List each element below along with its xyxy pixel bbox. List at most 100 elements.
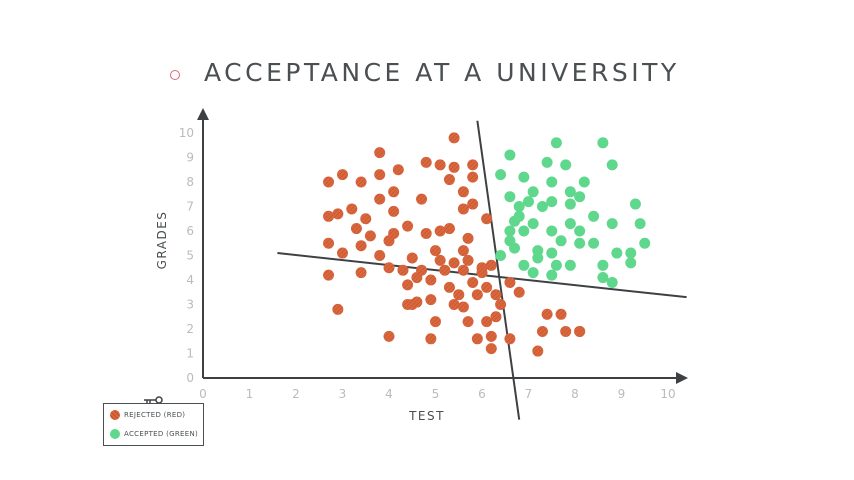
- accepted-swatch: [110, 429, 120, 439]
- accepted-point: [629, 198, 641, 210]
- accepted-point: [597, 272, 609, 284]
- rejected-point: [457, 186, 469, 198]
- x-tick-label: 9: [618, 387, 626, 401]
- rejected-point: [383, 235, 395, 247]
- accepted-point: [611, 247, 623, 259]
- rejected-point: [481, 213, 493, 225]
- points-layer: [323, 132, 651, 357]
- accepted-point: [546, 247, 558, 259]
- y-tick-label: 9: [186, 151, 194, 165]
- rejected-point: [448, 257, 460, 269]
- legend-label-rejected: REJECTED (RED): [124, 411, 186, 419]
- y-axis-label: GRADES: [155, 211, 169, 270]
- accepted-point: [588, 210, 600, 222]
- y-axis-arrow-icon: [197, 108, 209, 120]
- accepted-point: [597, 259, 609, 271]
- rejected-point: [337, 247, 348, 259]
- rejected-point: [504, 276, 516, 288]
- accepted-point: [518, 225, 530, 237]
- rejected-point: [457, 264, 469, 276]
- rejected-swatch: [110, 410, 120, 420]
- x-axis-arrow-icon: [676, 372, 688, 384]
- tick-labels: 0 1 2 3 4 5 6 7 8 9 10 0 1 2 3 4 5 6 7 8 9 10: [179, 126, 676, 401]
- x-tick-label: 5: [432, 387, 440, 401]
- rejected-point: [355, 176, 367, 188]
- rejected-point: [420, 156, 432, 168]
- rejected-point: [485, 343, 497, 355]
- accepted-point: [518, 259, 530, 271]
- y-tick-label: 0: [186, 371, 194, 385]
- rejected-point: [471, 333, 483, 345]
- x-tick-label: 3: [339, 387, 347, 401]
- rejected-point: [453, 289, 465, 301]
- rejected-point: [467, 159, 479, 171]
- accepted-point: [578, 176, 590, 188]
- x-tick-label: 6: [478, 387, 486, 401]
- rejected-point: [462, 254, 474, 266]
- rejected-point: [439, 264, 451, 276]
- rejected-point: [541, 308, 553, 320]
- y-tick-label: 3: [186, 298, 194, 312]
- rejected-point: [434, 254, 446, 266]
- rejected-point: [332, 303, 344, 315]
- accepted-point: [546, 176, 558, 188]
- accepted-point: [527, 267, 539, 279]
- rejected-point: [416, 193, 428, 205]
- accepted-point: [532, 252, 544, 264]
- rejected-point: [476, 267, 488, 279]
- rejected-point: [430, 245, 441, 257]
- rejected-point: [346, 203, 358, 215]
- rejected-point: [337, 169, 348, 181]
- x-tick-label: 0: [199, 387, 207, 401]
- rejected-point: [504, 333, 516, 345]
- rejected-point: [374, 169, 386, 181]
- rejected-point: [536, 325, 548, 337]
- accepted-point: [564, 218, 576, 230]
- y-tick-label: 1: [186, 347, 194, 361]
- chart-legend: REJECTED (RED) ACCEPTED (GREEN): [103, 403, 204, 446]
- accepted-point: [574, 225, 586, 237]
- rejected-point: [430, 316, 441, 328]
- legend-item-accepted: ACCEPTED (GREEN): [110, 429, 198, 439]
- x-tick-label: 10: [660, 387, 675, 401]
- accepted-point: [560, 159, 572, 171]
- rejected-point: [425, 274, 437, 286]
- accepted-point: [527, 186, 539, 198]
- rejected-point: [513, 286, 525, 298]
- accepted-point: [504, 225, 516, 237]
- accepted-point: [555, 235, 567, 247]
- accepted-point: [523, 196, 534, 208]
- rejected-point: [467, 276, 479, 288]
- rejected-point: [392, 164, 404, 176]
- rejected-point: [467, 198, 479, 210]
- rejected-point: [457, 245, 469, 257]
- rejected-point: [323, 237, 335, 249]
- rejected-point: [383, 262, 395, 274]
- rejected-point: [374, 193, 386, 205]
- rejected-point: [485, 259, 497, 271]
- rejected-point: [462, 232, 474, 244]
- accepted-point: [606, 276, 618, 288]
- boundary-line: [476, 120, 521, 420]
- rejected-point: [323, 269, 335, 281]
- accepted-point: [495, 250, 507, 261]
- rejected-point: [495, 299, 507, 310]
- accepted-point: [509, 242, 521, 254]
- circle-outline-icon: [170, 69, 180, 80]
- rejected-point: [397, 264, 409, 276]
- rejected-point: [355, 267, 367, 279]
- rejected-point: [364, 230, 376, 242]
- rejected-point: [323, 210, 335, 222]
- rejected-point: [425, 333, 437, 345]
- x-tick-label: 4: [385, 387, 393, 401]
- rejected-point: [448, 132, 460, 144]
- rejected-point: [462, 316, 474, 328]
- accepted-point: [504, 149, 516, 161]
- rejected-point: [481, 316, 493, 328]
- accepted-point: [546, 196, 558, 208]
- rejected-point: [457, 203, 469, 215]
- rejected-point: [323, 176, 335, 188]
- rejected-point: [490, 311, 502, 323]
- accepted-point: [588, 237, 600, 249]
